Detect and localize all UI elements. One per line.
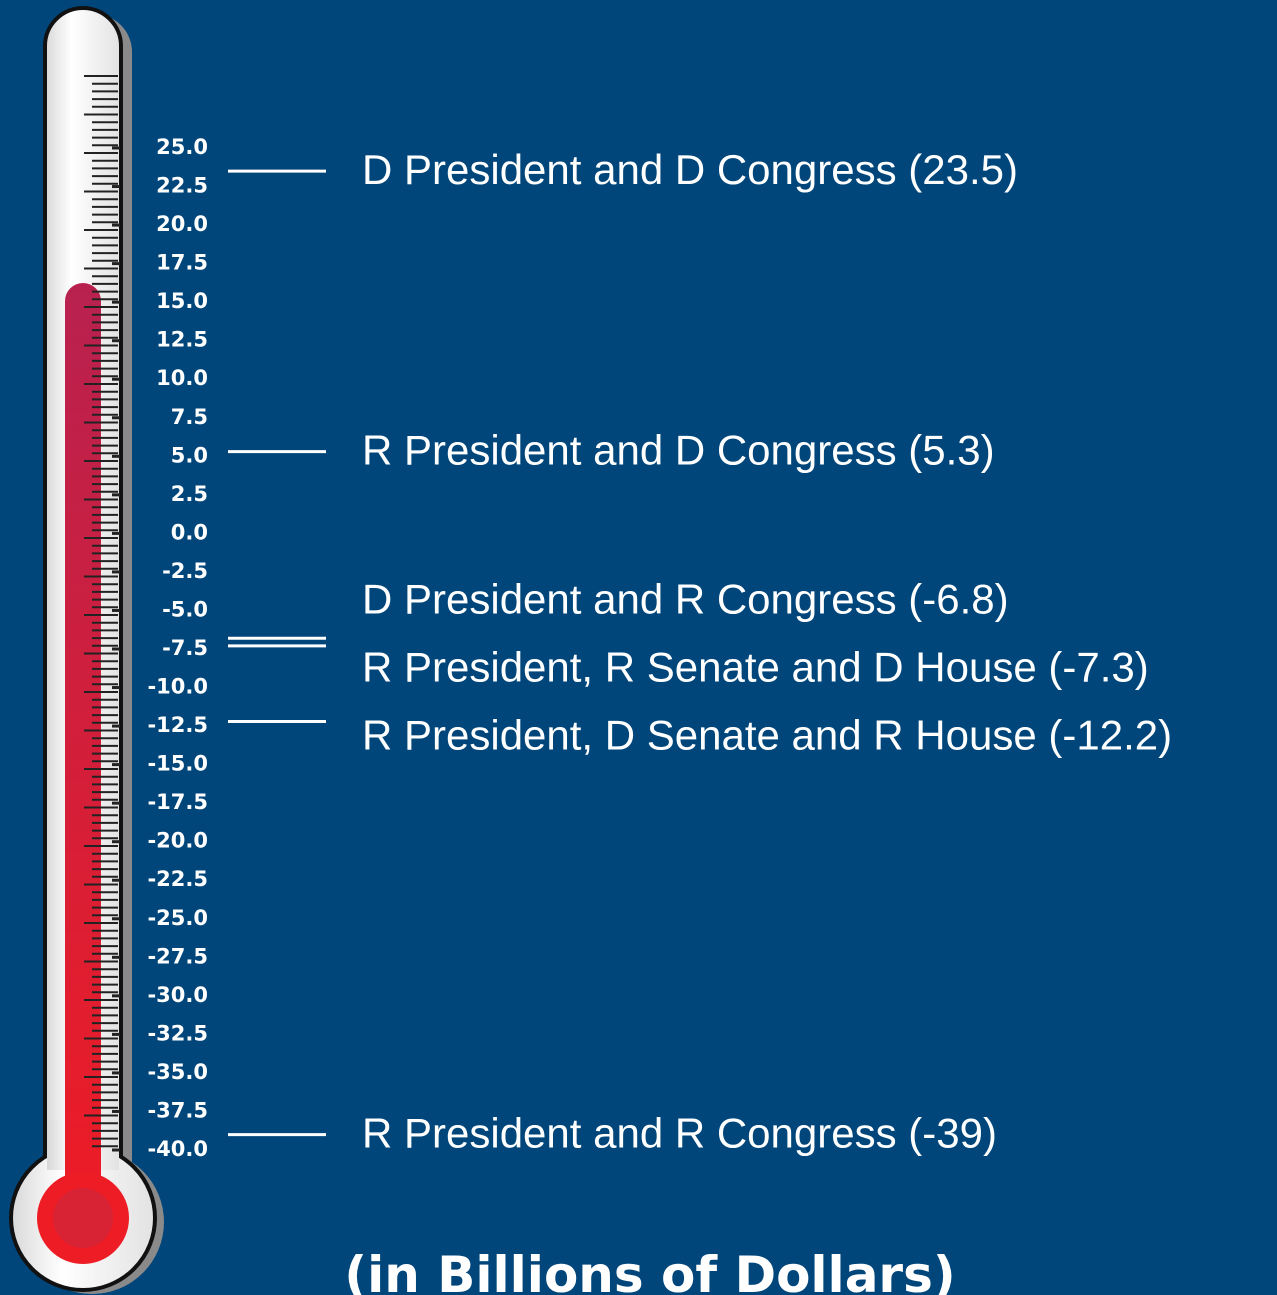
category-name: R President, D Senate and R House <box>362 712 1037 759</box>
y-tick-label: -37.5 <box>147 1098 208 1122</box>
value-label: (5.3) <box>908 427 994 474</box>
thermometer <box>11 8 164 1294</box>
value-label: (-39) <box>908 1110 997 1157</box>
y-tick-label: -2.5 <box>162 559 208 583</box>
y-tick-label: -32.5 <box>147 1021 208 1045</box>
y-tick-label: -25.0 <box>147 906 208 930</box>
bulb-highlight <box>53 1188 113 1248</box>
y-tick-label: 0.0 <box>171 520 208 544</box>
y-tick-label: -22.5 <box>147 867 208 891</box>
y-tick-label: 7.5 <box>171 405 208 429</box>
y-tick-label: -30.0 <box>147 983 208 1007</box>
value-label: (-12.2) <box>1048 712 1172 759</box>
category-name: D President and R Congress <box>362 576 897 623</box>
y-tick-label: -15.0 <box>147 752 208 776</box>
y-tick-label: 12.5 <box>156 328 208 352</box>
category-label: D President and D Congress (23.5) <box>362 146 1018 193</box>
category-label: R President, D Senate and R House (-12.2… <box>362 712 1172 759</box>
category-name: D President and D Congress <box>362 146 897 193</box>
y-tick-label: 17.5 <box>156 251 208 275</box>
y-tick-label: -40.0 <box>147 1137 208 1161</box>
y-tick-label: 20.0 <box>156 212 208 236</box>
y-tick-label: -10.0 <box>147 675 208 699</box>
y-tick-label: 15.0 <box>156 289 208 313</box>
chart: (in Billions of Dollars) 25.0 22.5 20.0 17.… <box>0 0 1277 1295</box>
y-tick-label: 22.5 <box>156 174 208 198</box>
page: (in Billions of Dollars) 25.0 22.5 20.0 17.… <box>0 0 1277 1295</box>
category-label: R President, R Senate and D House (-7.3) <box>362 644 1149 691</box>
y-tick-label: 2.5 <box>171 482 208 506</box>
y-tick-label: -5.0 <box>162 597 208 621</box>
category-name: R President and D Congress <box>362 427 897 474</box>
y-tick-label: 10.0 <box>156 366 208 390</box>
y-tick-label: -35.0 <box>147 1060 208 1084</box>
category-name: R President and R Congress <box>362 1110 897 1157</box>
y-tick-label: -17.5 <box>147 790 208 814</box>
category-name: R President, R Senate and D House <box>362 644 1037 691</box>
value-label: (-7.3) <box>1048 644 1148 691</box>
y-tick-label: -27.5 <box>147 944 208 968</box>
y-tick-label: 25.0 <box>156 135 208 159</box>
value-label: (-6.8) <box>908 576 1008 623</box>
y-axis-label: (in Billions of Dollars) <box>344 1246 955 1295</box>
y-tick-label: -7.5 <box>162 636 208 660</box>
category-label: R President and D Congress (5.3) <box>362 427 995 474</box>
value-label: (23.5) <box>908 146 1018 193</box>
y-tick-label: -12.5 <box>147 713 208 737</box>
category-label: D President and R Congress (-6.8) <box>362 576 1009 623</box>
y-tick-label: -20.0 <box>147 829 208 853</box>
category-label: R President and R Congress (-39) <box>362 1110 997 1157</box>
y-tick-label: 5.0 <box>171 443 208 467</box>
